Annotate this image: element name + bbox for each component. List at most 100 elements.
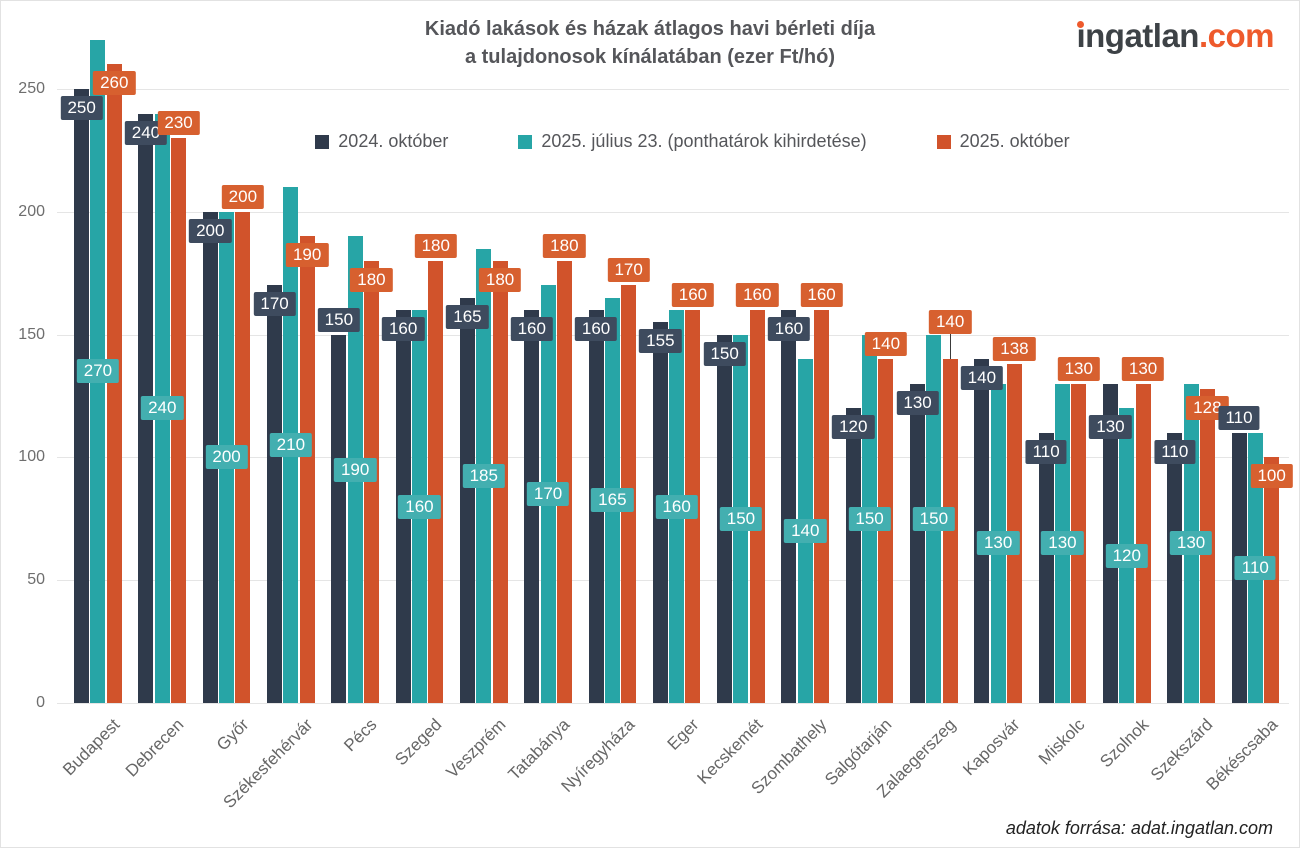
chart-title: Kiadó lakások és házak átlagos havi bérl… [1,15,1299,71]
bar [1264,457,1280,703]
bar-value-label: 150 [912,506,956,531]
bar-value-label: 150 [719,506,763,531]
bar-value-label: 230 [157,111,200,136]
bar-value-label: 270 [76,359,120,384]
bar-value-label: 140 [960,366,1004,391]
bar-value-label: 140 [784,519,827,544]
bar-value-label: 160 [381,317,425,342]
bar-value-label: 170 [253,292,296,317]
bar [459,297,475,703]
bar-value-label: 110 [1154,439,1196,464]
bar-value-label: 170 [526,482,570,507]
bar [1102,383,1118,703]
bar-value-label: 165 [591,488,634,513]
bar-value-label: 138 [993,337,1036,362]
bar [749,310,765,703]
bar-value-label: 190 [333,457,377,482]
chart-title-line2: a tulajdonosok kínálatában (ezer Ft/hó) [464,46,836,68]
bar-value-label: 200 [221,184,265,209]
bar-value-label: 160 [671,283,715,308]
bar [428,260,444,703]
bar [331,334,347,703]
bar [1135,383,1151,703]
bar-value-label: 210 [269,433,313,458]
bar-value-label: 190 [285,243,329,268]
bar-value-label: 130 [1169,531,1213,556]
bar [814,310,830,703]
legend-label: 2025. július 23. (ponthatárok kihirdetés… [541,131,867,151]
bar-value-label: 110 [1218,405,1260,430]
bar-value-label: 240 [141,396,184,421]
legend-item-0: 2024. október [315,131,448,152]
bar-value-label: 165 [446,304,489,329]
bar [910,383,926,703]
legend-label: 2024. október [338,131,449,151]
legend-swatch-icon [518,134,533,149]
bar [974,359,990,703]
legend-swatch-icon [936,134,951,149]
bar [942,359,958,703]
bar-value-label: 185 [462,463,505,488]
bar-value-label: 130 [1057,356,1100,381]
logo-tld: .com [1198,17,1275,54]
bar [299,236,315,703]
bar [845,408,861,703]
bar [106,64,122,703]
bar [74,89,90,703]
y-axis-tick-label: 250 [18,80,45,97]
y-axis-tick-label: 50 [27,571,45,589]
bar [878,359,894,703]
bar-value-label: 120 [1105,543,1148,568]
bar-value-label: 140 [928,310,972,335]
bar-value-label: 100 [1250,464,1293,489]
bar [1038,432,1054,703]
bar-value-label: 150 [703,341,746,366]
legend-swatch-icon [315,134,330,149]
legend-item-2: 2025. október [936,131,1070,152]
bar-value-label: 180 [543,233,586,258]
bar-value-label: 250 [60,96,103,120]
legend-item-1: 2025. július 23. (ponthatárok kihirdetés… [518,131,867,152]
bar-value-label: 260 [93,71,136,96]
bar-value-label: 160 [398,494,441,519]
bar-value-label: 180 [414,233,457,258]
bar [363,260,379,703]
bar-value-label: 180 [478,267,522,292]
brand-logo: ı ngatlan.com [1076,17,1275,54]
y-axis-tick-label: 200 [18,202,45,220]
bar-value-label: 150 [848,506,891,531]
logo-letter-i: ı [1076,17,1086,54]
bar-value-label: 130 [1041,531,1084,556]
bar-value-label: 200 [205,445,248,470]
bar-value-label: 120 [832,415,875,440]
bar-value-label: 160 [655,494,698,519]
bar-value-label: 160 [510,317,553,342]
y-axis-tick-label: 150 [18,325,45,343]
bar-value-label: 110 [1025,439,1067,464]
bar-value-label: 130 [976,531,1020,556]
label-leader-line [950,334,952,360]
bar [1167,432,1183,703]
bar-value-label: 160 [800,283,843,308]
gridline [57,89,1289,90]
bar-value-label: 200 [189,218,232,243]
bar-value-label: 130 [1089,414,1132,439]
bar [171,138,187,703]
bar-value-label: 140 [864,332,908,357]
chart-legend: 2024. október 2025. július 23. (ponthatár… [1,131,1299,152]
bar [781,310,797,703]
chart-title-line1: Kiadó lakások és házak átlagos havi bérl… [424,18,876,40]
legend-label: 2025. október [959,131,1070,151]
bar-value-label: 130 [1121,356,1165,381]
gridline [57,211,1289,213]
bar-value-label: 110 [1234,555,1276,580]
bar-value-label: 150 [317,307,361,332]
logo-dot-icon [1077,21,1085,28]
bar [524,310,540,703]
bar [267,285,283,703]
bar-value-label: 160 [736,283,779,308]
bar-value-label: 170 [607,258,650,283]
bar-value-label: 180 [350,267,393,292]
